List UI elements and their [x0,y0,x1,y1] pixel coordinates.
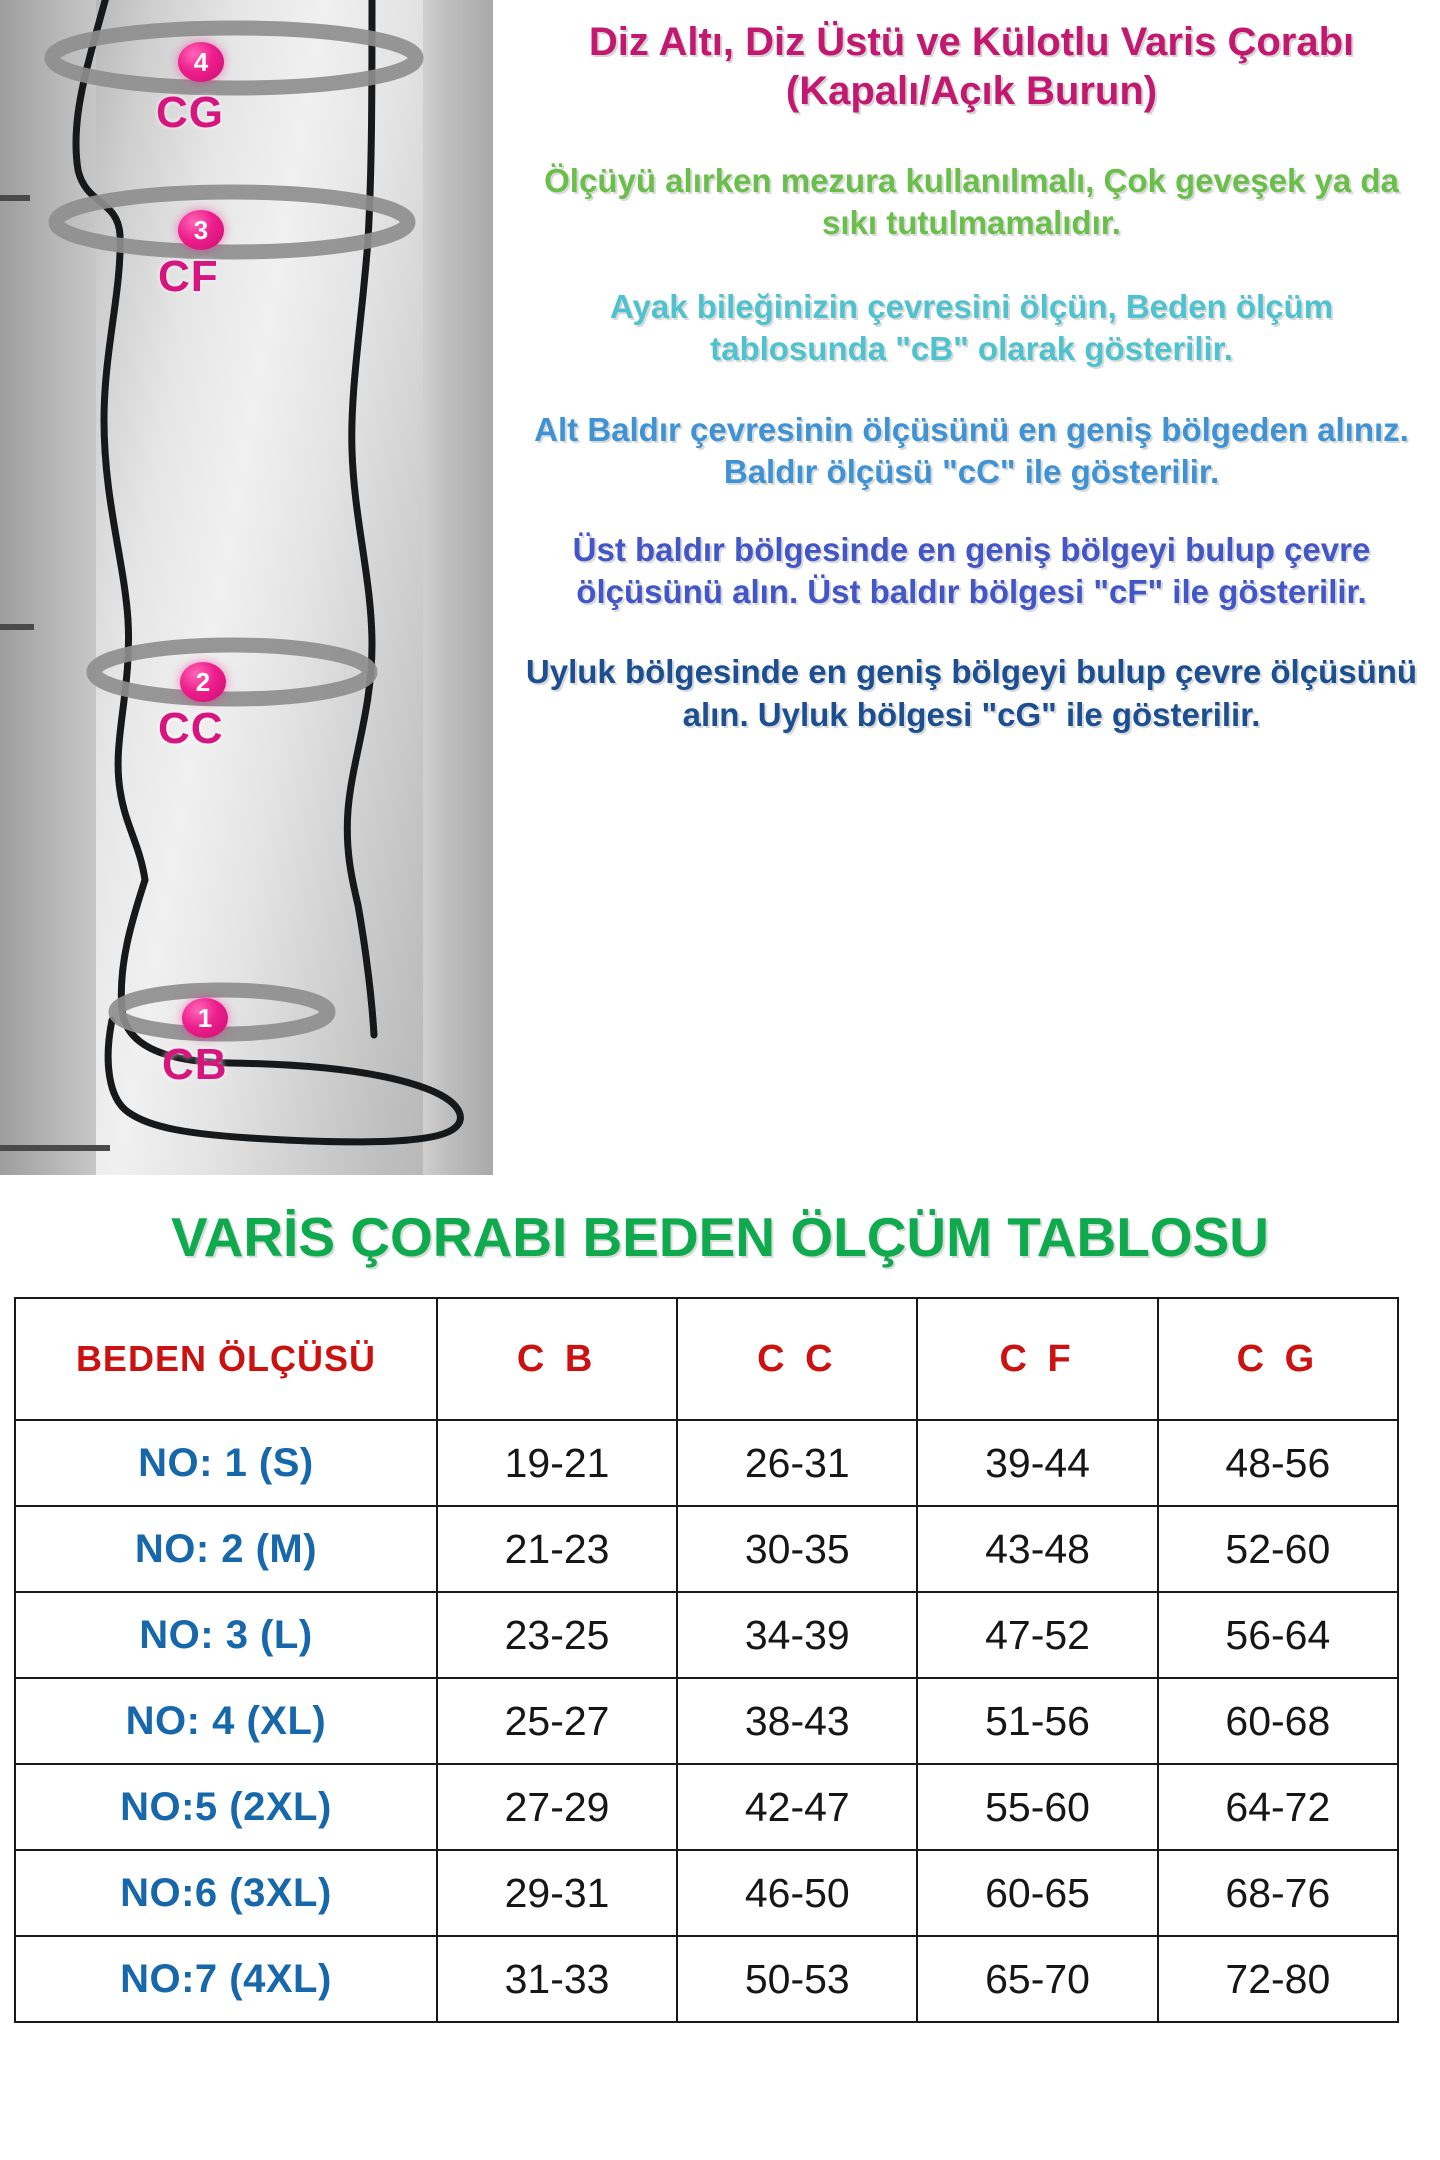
cell-cb: 19-21 [435,1419,679,1507]
band-label-cf: CF [158,252,219,301]
cell-size: NO: 3 (L) [14,1591,438,1679]
cell-cc: 42-47 [676,1763,919,1851]
column-header-cg: C G [1156,1297,1400,1421]
leg-diagram: 4 CG 3 CF 2 CC 1 CB [0,0,493,1205]
table-row: NO:7 (4XL) 31-33 50-53 65-70 72-80 [14,1935,1400,2023]
cell-cg: 64-72 [1156,1763,1400,1851]
spacer [525,493,1418,529]
cell-cg: 48-56 [1156,1419,1400,1507]
spacer [525,244,1418,286]
table-row: NO: 1 (S) 19-21 26-31 39-44 48-56 [14,1419,1400,1507]
cell-cc: 38-43 [676,1677,919,1765]
table-row: NO: 4 (XL) 25-27 38-43 51-56 60-68 [14,1677,1400,1765]
cell-cg: 68-76 [1156,1849,1400,1937]
cell-cg: 60-68 [1156,1677,1400,1765]
band-label-cc: CC [158,704,224,753]
cell-cf: 43-48 [916,1505,1159,1593]
size-table-body: NO: 1 (S) 19-21 26-31 39-44 48-56 NO: 2 … [14,1419,1400,2023]
cell-cg: 52-60 [1156,1505,1400,1593]
size-table-container: BEDEN ÖLÇÜSÜ C B C C C F C G NO: 1 (S) 1… [14,1297,1400,2023]
cell-cb: 21-23 [435,1505,679,1593]
cell-cg: 56-64 [1156,1591,1400,1679]
table-row: NO: 2 (M) 21-23 30-35 43-48 52-60 [14,1505,1400,1593]
table-row: NO:6 (3XL) 29-31 46-50 60-65 68-76 [14,1849,1400,1937]
leg-outline-svg [0,0,464,1151]
cell-cb: 27-29 [435,1763,679,1851]
band-label-cb: CB [162,1040,228,1089]
table-row: NO:5 (2XL) 27-29 42-47 55-60 64-72 [14,1763,1400,1851]
cell-size: NO: 2 (M) [14,1505,438,1593]
top-section: 4 CG 3 CF 2 CC 1 CB Diz Altı, Diz Üstü v… [0,0,1440,1205]
diagram-shading-right [423,0,493,1205]
cell-size: NO: 1 (S) [14,1419,438,1507]
cell-cg: 72-80 [1156,1935,1400,2023]
instruction-paragraph-upper-calf-cf: Üst baldır bölgesinde en geniş bölgeyi b… [572,531,1371,611]
cell-cb: 23-25 [435,1591,679,1679]
spacer [525,613,1418,651]
column-header-cf: C F [916,1297,1159,1421]
instruction-paragraph-measuring-tape: Ölçüyü alırken mezura kullanılmalı, Çok … [544,161,1399,241]
size-table: BEDEN ÖLÇÜSÜ C B C C C F C G NO: 1 (S) 1… [14,1297,1400,2023]
column-header-size: BEDEN ÖLÇÜSÜ [14,1297,438,1421]
instruction-paragraph-lower-calf-cc: Alt Baldır çevresinin ölçüsünü en geniş … [534,410,1409,490]
cell-cf: 47-52 [916,1591,1159,1679]
column-header-cc: C C [676,1297,919,1421]
cell-cc: 30-35 [676,1505,919,1593]
band-label-cg: CG [156,88,224,137]
column-header-cb: C B [435,1297,679,1421]
band-badge-1: 1 [182,998,228,1038]
cell-cb: 31-33 [435,1935,679,2023]
instruction-paragraph-ankle-cb: Ayak bileğinizin çevresini ölçün, Beden … [609,288,1334,368]
cell-cc: 26-31 [676,1419,919,1507]
cell-cf: 51-56 [916,1677,1159,1765]
cell-cf: 60-65 [916,1849,1159,1937]
band-badge-3: 3 [178,210,224,250]
cell-cf: 55-60 [916,1763,1159,1851]
diagram-bottom-strip [0,1175,493,1205]
band-badge-4: 4 [178,42,224,82]
size-table-head: BEDEN ÖLÇÜSÜ C B C C C F C G [14,1297,1400,1421]
spacer [525,116,1418,160]
cell-size: NO:7 (4XL) [14,1935,438,2023]
cell-cc: 46-50 [676,1849,919,1937]
cell-cc: 34-39 [676,1591,919,1679]
table-header-row: BEDEN ÖLÇÜSÜ C B C C C F C G [14,1297,1400,1421]
instructions-column: Diz Altı, Diz Üstü ve Külotlu Varis Çora… [493,0,1440,736]
cell-size: NO: 4 (XL) [14,1677,438,1765]
cell-size: NO:5 (2XL) [14,1763,438,1851]
cell-cf: 39-44 [916,1419,1159,1507]
cell-cf: 65-70 [916,1935,1159,2023]
page-title: Diz Altı, Diz Üstü ve Külotlu Varis Çora… [588,20,1355,113]
cell-cb: 29-31 [435,1849,679,1937]
spacer [525,371,1418,409]
table-row: NO: 3 (L) 23-25 34-39 47-52 56-64 [14,1591,1400,1679]
instruction-paragraph-thigh-cg: Uyluk bölgesinde en geniş bölgeyi bulup … [525,653,1418,733]
cell-size: NO:6 (3XL) [14,1849,438,1937]
size-table-title: VARİS ÇORABI BEDEN ÖLÇÜM TABLOSU [171,1206,1269,1268]
band-badge-2: 2 [180,662,226,702]
cell-cb: 25-27 [435,1677,679,1765]
cell-cc: 50-53 [676,1935,919,2023]
